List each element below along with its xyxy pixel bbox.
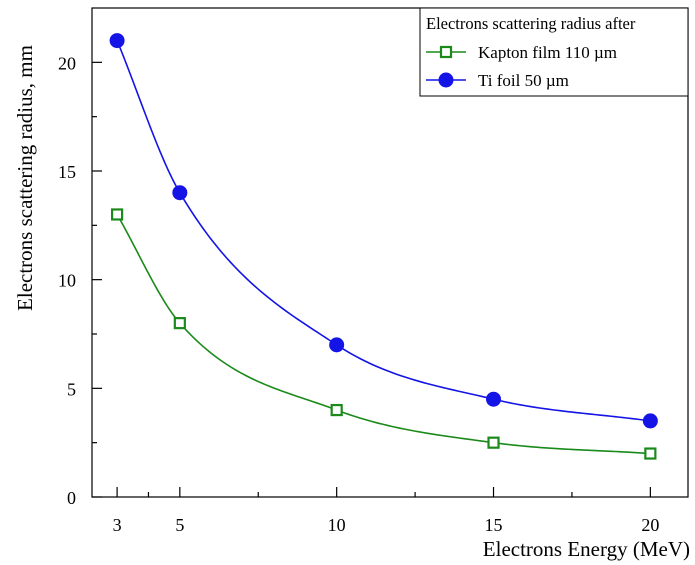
series-1-line (116, 40, 651, 422)
axis-ticks: 3 5 10 15 20 0 5 10 15 20 (58, 53, 659, 535)
y-tick-label: 5 (67, 379, 76, 399)
series-markers (109, 33, 658, 460)
data-point-kapton (110, 208, 124, 221)
x-tick-label: 10 (328, 515, 346, 535)
legend-title: Electrons scattering radius after (426, 14, 636, 33)
data-point-ti (486, 391, 502, 407)
legend-label-kapton: Kapton film 110 µm (478, 43, 617, 62)
y-axis-title: Electrons scattering radius, mm (13, 45, 37, 311)
legend-label-ti: Ti foil 50 µm (478, 71, 569, 90)
series-0-line (116, 214, 651, 455)
legend-marker-ti (438, 72, 454, 88)
plot-frame (91, 7, 689, 498)
x-axis-title: Electrons Energy (MeV) (483, 537, 690, 561)
data-point-ti (329, 337, 345, 353)
x-tick-label: 5 (175, 515, 184, 535)
data-point-kapton (330, 403, 343, 417)
y-tick-label: 20 (58, 53, 76, 73)
series-curves (116, 40, 651, 455)
y-tick-label: 0 (67, 488, 76, 508)
legend: Electrons scattering radius after Kapton… (419, 7, 689, 97)
data-point-kapton (487, 436, 500, 449)
y-tick-label: 15 (58, 162, 76, 182)
data-point-ti (642, 413, 658, 429)
data-point-kapton (173, 317, 186, 330)
data-point-kapton (644, 447, 657, 460)
data-point-ti (109, 33, 125, 49)
x-tick-label: 3 (113, 515, 122, 535)
data-point-ti (172, 185, 188, 201)
x-tick-label: 15 (485, 515, 503, 535)
y-tick-label: 10 (58, 271, 76, 291)
x-tick-label: 20 (641, 515, 659, 535)
legend-marker-kapton (439, 45, 453, 59)
